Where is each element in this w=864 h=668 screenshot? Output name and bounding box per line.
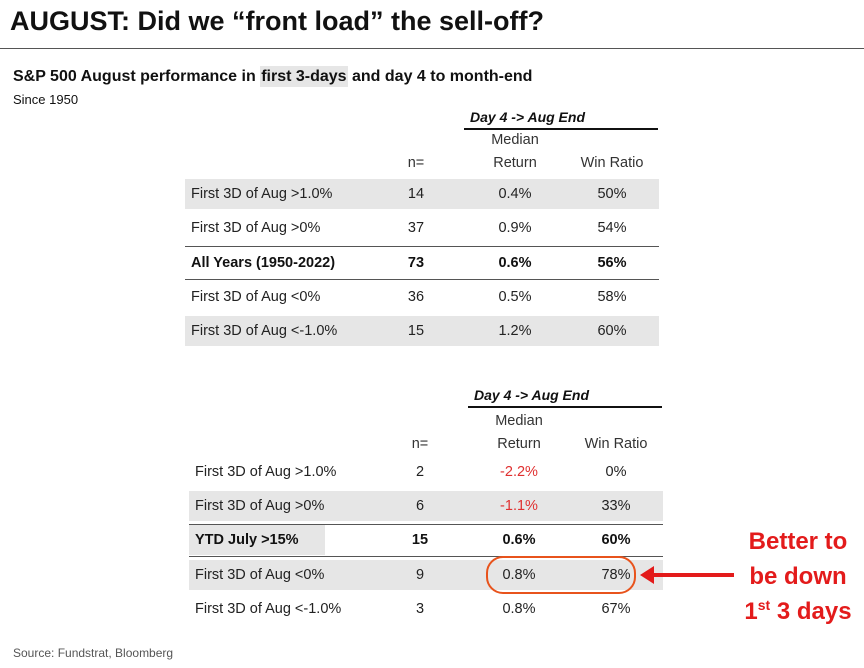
row-median: 1.2% xyxy=(498,323,532,339)
row-label: First 3D of Aug >1.0% xyxy=(195,464,337,480)
row-median: 0.8% xyxy=(502,567,536,583)
table-row: First 3D of Aug <0% 9 0.8% 78% xyxy=(189,560,663,590)
row-label: First 3D of Aug >1.0% xyxy=(191,186,333,202)
row-win: 60% xyxy=(601,532,631,548)
row-label: YTD July >15% xyxy=(195,532,299,548)
table-row: First 3D of Aug >1.0% 2 -2.2% 0% xyxy=(189,457,663,487)
table1-group-header: Day 4 -> Aug End xyxy=(470,109,586,125)
callout-line-1: Better to xyxy=(748,528,848,555)
row-median: -2.2% xyxy=(500,464,538,480)
row-win: 56% xyxy=(597,255,627,271)
subtitle-post: and day 4 to month-end xyxy=(347,68,533,85)
row-label: First 3D of Aug <0% xyxy=(191,289,321,305)
table-row: First 3D of Aug <-1.0% 3 0.8% 67% xyxy=(189,594,663,624)
row-label: First 3D of Aug <0% xyxy=(195,567,325,583)
row-label: First 3D of Aug >0% xyxy=(195,498,325,514)
title-divider xyxy=(0,48,864,49)
row-win: 67% xyxy=(601,601,631,617)
row-n: 14 xyxy=(407,186,425,202)
table2-group-rule xyxy=(468,406,662,408)
row-win: 54% xyxy=(597,220,627,236)
table1-header-win: Win Ratio xyxy=(580,155,644,171)
table2-header-median-2: Return xyxy=(497,436,541,452)
row-win: 33% xyxy=(601,498,631,514)
callout-line-3-post: 3 days xyxy=(770,598,852,625)
row-label: All Years (1950-2022) xyxy=(191,255,336,271)
row-label: First 3D of Aug <-1.0% xyxy=(195,601,342,617)
table-row: First 3D of Aug <-1.0% 15 1.2% 60% xyxy=(185,316,659,346)
table-row: First 3D of Aug <0% 36 0.5% 58% xyxy=(185,282,659,312)
row-win: 0% xyxy=(605,464,627,480)
arrow-shaft xyxy=(650,573,734,577)
row-median: 0.5% xyxy=(498,289,532,305)
row-n: 3 xyxy=(415,601,425,617)
callout-line-3: 1st 3 days xyxy=(738,594,858,629)
table2-group-header: Day 4 -> Aug End xyxy=(474,387,590,403)
source-note: Source: Fundstrat, Bloomberg xyxy=(13,646,174,660)
row-median: 0.6% xyxy=(498,255,532,271)
row-n: 2 xyxy=(415,464,425,480)
table1-header-median-2: Return xyxy=(493,155,537,171)
table2-header-n: n= xyxy=(411,436,429,452)
row-n: 36 xyxy=(407,289,425,305)
callout-line-2: be down xyxy=(749,563,847,590)
chart-subtitle: S&P 500 August performance in first 3-da… xyxy=(13,66,533,87)
row-n: 9 xyxy=(415,567,425,583)
row-label: First 3D of Aug >0% xyxy=(191,220,321,236)
table1-group-rule xyxy=(464,128,658,130)
row-n: 6 xyxy=(415,498,425,514)
since-note: Since 1950 xyxy=(13,92,79,107)
arrow-left-icon xyxy=(640,566,654,584)
callout-line-3-sup: st xyxy=(757,597,771,613)
row-median: 0.9% xyxy=(498,220,532,236)
table2-header-median-1: Median xyxy=(495,413,543,429)
row-n: 73 xyxy=(407,255,425,271)
table1-header-median-1: Median xyxy=(491,132,539,148)
highlight-circle xyxy=(486,556,636,594)
row-n: 15 xyxy=(411,532,429,548)
row-win: 60% xyxy=(597,323,627,339)
subtitle-highlight: first 3-days xyxy=(260,66,348,87)
table2-header-win: Win Ratio xyxy=(584,436,648,452)
table-row: All Years (1950-2022) 73 0.6% 56% xyxy=(185,246,659,280)
row-n: 15 xyxy=(407,323,425,339)
table1-header-n: n= xyxy=(407,155,425,171)
row-n: 37 xyxy=(407,220,425,236)
row-label: First 3D of Aug <-1.0% xyxy=(191,323,338,339)
page-title: AUGUST: Did we “front load” the sell-off… xyxy=(10,6,544,36)
row-median: 0.6% xyxy=(502,532,536,548)
table-row: First 3D of Aug >1.0% 14 0.4% 50% xyxy=(185,179,659,209)
row-win: 58% xyxy=(597,289,627,305)
row-median: 0.4% xyxy=(498,186,532,202)
row-median: 0.8% xyxy=(502,601,536,617)
row-win: 50% xyxy=(597,186,627,202)
table-row: First 3D of Aug >0% 6 -1.1% 33% xyxy=(189,491,663,521)
subtitle-pre: S&P 500 August performance in xyxy=(13,68,261,85)
callout-text: Better to be down 1st 3 days xyxy=(738,524,858,629)
row-median: -1.1% xyxy=(500,498,538,514)
table-row: First 3D of Aug >0% 37 0.9% 54% xyxy=(185,213,659,243)
callout-line-3-pre: 1 xyxy=(744,598,758,625)
table-row: YTD July >15% 15 0.6% 60% xyxy=(189,524,663,557)
